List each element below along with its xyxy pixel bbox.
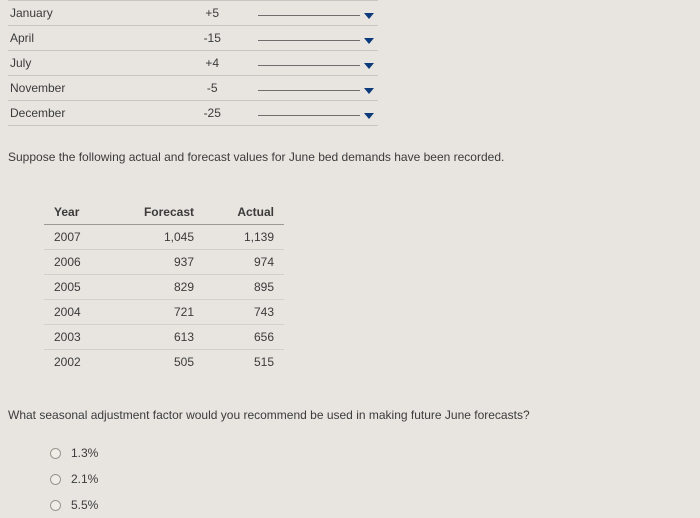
answer-option[interactable]: 5.5% [50,492,98,518]
radio-icon [50,448,61,459]
forecast-cell: 937 [114,250,204,275]
dropdown[interactable] [258,52,374,74]
forecast-cell: 505 [114,350,204,375]
actual-cell: 895 [204,275,284,300]
month-cell: April [8,26,167,51]
table-row: December -25 [8,101,378,126]
page-root: January +5 April -15 [0,0,700,518]
option-label: 2.1% [71,472,98,486]
forecast-cell: 829 [114,275,204,300]
radio-icon [50,500,61,511]
table-row: January +5 [8,1,378,26]
col-header-year: Year [44,200,114,225]
radio-icon [50,474,61,485]
actual-cell: 974 [204,250,284,275]
chevron-down-icon [364,113,374,119]
option-label: 1.3% [71,446,98,460]
month-cell: July [8,51,167,76]
col-header-forecast: Forecast [114,200,204,225]
forecast-actual-table: Year Forecast Actual 2007 1,045 1,139 20… [44,200,284,374]
table-row: July +4 [8,51,378,76]
actual-cell: 743 [204,300,284,325]
dropdown[interactable] [258,77,374,99]
table-row: 2006 937 974 [44,250,284,275]
dropdown-line [258,65,360,66]
chevron-down-icon [364,13,374,19]
table-row: 2003 613 656 [44,325,284,350]
chevron-down-icon [364,88,374,94]
dropdown-line [258,115,360,116]
question-text-1: Suppose the following actual and forecas… [8,150,688,164]
dropdown[interactable] [258,2,374,24]
chevron-down-icon [364,38,374,44]
value-cell: -25 [167,101,257,126]
year-cell: 2004 [44,300,114,325]
value-cell: +5 [167,1,257,26]
dropdown[interactable] [258,27,374,49]
actual-cell: 515 [204,350,284,375]
year-cell: 2002 [44,350,114,375]
value-cell: -15 [167,26,257,51]
value-cell: +4 [167,51,257,76]
forecast-cell: 721 [114,300,204,325]
table-row: 2005 829 895 [44,275,284,300]
year-cell: 2006 [44,250,114,275]
actual-cell: 1,139 [204,225,284,250]
dropdown[interactable] [258,102,374,124]
year-cell: 2003 [44,325,114,350]
question-text-2: What seasonal adjustment factor would yo… [8,408,688,422]
year-cell: 2007 [44,225,114,250]
dropdown-line [258,90,360,91]
month-cell: December [8,101,167,126]
actual-cell: 656 [204,325,284,350]
chevron-down-icon [364,63,374,69]
forecast-cell: 613 [114,325,204,350]
value-cell: -5 [167,76,257,101]
forecast-cell: 1,045 [114,225,204,250]
col-header-actual: Actual [204,200,284,225]
option-label: 5.5% [71,498,98,512]
month-cell: January [8,1,167,26]
dropdown-line [258,40,360,41]
table-row: 2004 721 743 [44,300,284,325]
answer-option[interactable]: 2.1% [50,466,98,492]
answer-option[interactable]: 1.3% [50,440,98,466]
month-cell: November [8,76,167,101]
table-row: April -15 [8,26,378,51]
dropdown-line [258,15,360,16]
seasonal-index-table: January +5 April -15 [8,0,378,126]
table-row: 2007 1,045 1,139 [44,225,284,250]
year-cell: 2005 [44,275,114,300]
table-row: 2002 505 515 [44,350,284,375]
table-row: November -5 [8,76,378,101]
answer-options: 1.3% 2.1% 5.5% [50,440,98,518]
